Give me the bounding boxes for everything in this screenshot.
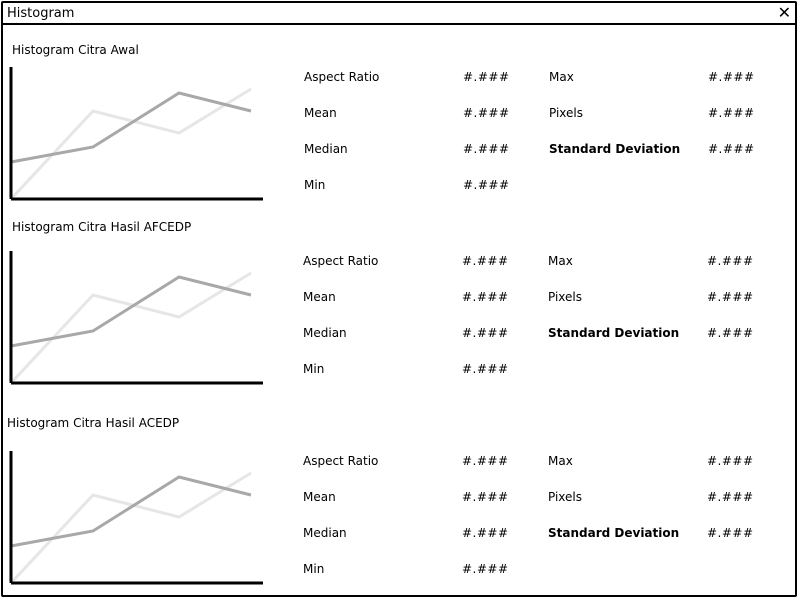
title-bar: Histogram ✕: [3, 3, 795, 25]
max-label: Max: [549, 70, 574, 84]
section-histogram-citra-awal: Histogram Citra Awal Aspect Ratio #.### …: [3, 25, 799, 205]
section-title: Histogram Citra Hasil AFCEDP: [12, 220, 192, 234]
median-value: #.###: [463, 142, 510, 156]
mean-value: #.###: [462, 290, 509, 304]
max-value: #.###: [708, 70, 755, 84]
mean-label: Mean: [304, 106, 337, 120]
dark-series-line: [10, 91, 252, 164]
mean-value: #.###: [462, 490, 509, 504]
histogram-chart: [9, 251, 263, 385]
aspect-ratio-label: Aspect Ratio: [303, 454, 379, 468]
light-series-line: [9, 87, 252, 201]
pixels-value: #.###: [707, 290, 754, 304]
min-label: Min: [303, 362, 325, 376]
aspect-ratio-value: #.###: [463, 70, 510, 84]
pixels-value: #.###: [707, 490, 754, 504]
max-value: #.###: [707, 254, 754, 268]
histogram-chart: [9, 451, 263, 585]
window-title: Histogram: [7, 6, 75, 21]
section-title: Histogram Citra Hasil ACEDP: [7, 416, 180, 430]
dark-series-line: [10, 475, 252, 548]
close-icon[interactable]: ✕: [777, 3, 791, 22]
median-value: #.###: [462, 526, 509, 540]
light-series-line: [9, 471, 252, 585]
min-label: Min: [304, 178, 326, 192]
pixels-label: Pixels: [548, 490, 583, 504]
standard-deviation-value: #.###: [707, 326, 754, 340]
mean-label: Mean: [303, 290, 336, 304]
standard-deviation-value: #.###: [708, 142, 755, 156]
section-histogram-citra-hasil-afcedp: Histogram Citra Hasil AFCEDP Aspect Rati…: [3, 209, 799, 389]
standard-deviation-label: Standard Deviation: [548, 526, 680, 540]
section-histogram-citra-hasil-acedp: Histogram Citra Hasil ACEDP Aspect Ratio…: [3, 409, 799, 589]
standard-deviation-value: #.###: [707, 526, 754, 540]
pixels-label: Pixels: [548, 290, 583, 304]
pixels-label: Pixels: [549, 106, 584, 120]
histogram-chart: [9, 67, 263, 201]
standard-deviation-label: Standard Deviation: [548, 326, 680, 340]
mean-label: Mean: [303, 490, 336, 504]
median-label: Median: [303, 526, 347, 540]
section-title: Histogram Citra Awal: [12, 43, 139, 57]
dark-series-line: [10, 275, 252, 348]
median-label: Median: [304, 142, 348, 156]
aspect-ratio-label: Aspect Ratio: [304, 70, 380, 84]
min-value: #.###: [462, 562, 509, 576]
min-value: #.###: [462, 362, 509, 376]
min-label: Min: [303, 562, 325, 576]
light-series-line: [9, 271, 252, 385]
max-value: #.###: [707, 454, 754, 468]
min-value: #.###: [463, 178, 510, 192]
pixels-value: #.###: [708, 106, 755, 120]
mean-value: #.###: [463, 106, 510, 120]
max-label: Max: [548, 454, 573, 468]
standard-deviation-label: Standard Deviation: [549, 142, 681, 156]
aspect-ratio-value: #.###: [462, 454, 509, 468]
median-value: #.###: [462, 326, 509, 340]
aspect-ratio-value: #.###: [462, 254, 509, 268]
median-label: Median: [303, 326, 347, 340]
aspect-ratio-label: Aspect Ratio: [303, 254, 379, 268]
max-label: Max: [548, 254, 573, 268]
